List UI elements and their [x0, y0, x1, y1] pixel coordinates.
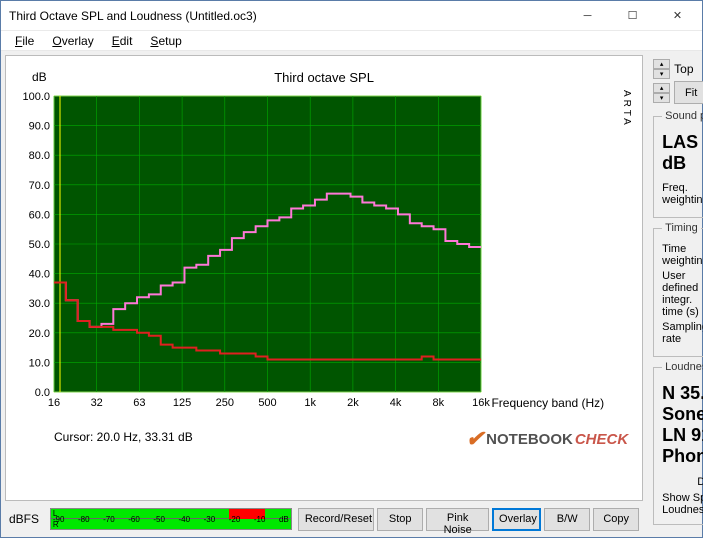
window-title: Third Octave SPL and Loudness (Untitled.… [9, 9, 257, 23]
maximize-button[interactable]: ☐ [610, 1, 655, 30]
menu-setup[interactable]: Setup [142, 32, 189, 50]
svg-text:32: 32 [91, 397, 103, 409]
freq-weight-label: Freq. weighting [662, 182, 703, 206]
svg-text:1k: 1k [304, 397, 316, 409]
fit-button[interactable]: Fit [674, 81, 703, 104]
svg-text:4k: 4k [390, 397, 402, 409]
svg-text:80.0: 80.0 [29, 150, 50, 162]
svg-text:16: 16 [48, 397, 60, 409]
y-axis-label: dB [32, 70, 47, 84]
svg-text:20.0: 20.0 [29, 328, 50, 340]
close-button[interactable]: ✕ [655, 1, 700, 30]
top-spinner[interactable]: ▴▾ [653, 59, 670, 79]
svg-text:70.0: 70.0 [29, 180, 50, 192]
svg-text:100.0: 100.0 [22, 91, 50, 103]
integ-time-label: User defined integr. time (s) [662, 270, 703, 318]
svg-text:50.0: 50.0 [29, 239, 50, 251]
chart-panel: dB Third octave SPL ARTA 0.010.020.030.0… [5, 55, 643, 501]
top-label: Top [674, 62, 693, 76]
timing-group: Timing Time weighting Slow User defined … [653, 222, 703, 357]
menu-edit[interactable]: Edit [104, 32, 141, 50]
bw-button[interactable]: B/W [544, 508, 590, 531]
svg-text:2k: 2k [347, 397, 359, 409]
minimize-button[interactable]: ─ [565, 1, 610, 30]
svg-text:16k: 16k [472, 397, 490, 409]
time-weight-label: Time weighting [662, 243, 703, 267]
pinknoise-button[interactable]: Pink Noise [426, 508, 489, 531]
level-meter: LR -90-80-70-60-50-40-30-20-10dB [50, 508, 292, 530]
spl-group: Sound pressure level LAS 75.20 dB Freq. … [653, 110, 703, 218]
svg-text:63: 63 [133, 397, 145, 409]
svg-text:30.0: 30.0 [29, 298, 50, 310]
menu-file[interactable]: File [7, 32, 42, 50]
svg-text:40.0: 40.0 [29, 269, 50, 281]
svg-text:8k: 8k [432, 397, 444, 409]
copy-button[interactable]: Copy [593, 508, 639, 531]
spl-legend: Sound pressure level [662, 110, 703, 122]
chart-canvas[interactable]: 0.010.020.030.040.050.060.070.080.090.01… [10, 86, 505, 426]
record-button[interactable]: Record/Reset [298, 508, 374, 531]
sampling-rate-label: Sampling rate [662, 321, 703, 345]
phon-value: LN 91.51 Phon [662, 425, 703, 467]
sone-value: N 35.54 Sone [662, 383, 703, 425]
menu-overlay[interactable]: Overlay [44, 32, 101, 50]
svg-text:90.0: 90.0 [29, 121, 50, 133]
menubar: File Overlay Edit Setup [1, 31, 702, 51]
stop-button[interactable]: Stop [377, 508, 423, 531]
timing-legend: Timing [662, 222, 701, 234]
loudness-group: Loudness N 35.54 Sone LN 91.51 Phon Diff… [653, 361, 703, 525]
dbfs-label: dBFS [9, 512, 44, 526]
loudness-legend: Loudness [662, 361, 703, 373]
chart-title: Third octave SPL [274, 70, 374, 85]
svg-text:10.0: 10.0 [29, 357, 50, 369]
spl-value: LAS 75.20 dB [662, 132, 703, 174]
diffuse-label: Diffuse field [697, 476, 703, 488]
svg-text:250: 250 [216, 397, 234, 409]
titlebar: Third Octave SPL and Loudness (Untitled.… [1, 1, 702, 31]
svg-text:125: 125 [173, 397, 191, 409]
fit-spinner[interactable]: ▴▾ [653, 83, 670, 103]
overlay-button[interactable]: Overlay [492, 508, 541, 531]
cursor-readout: Cursor: 20.0 Hz, 33.31 dB [54, 430, 638, 444]
side-panel: ▴▾Top ▴▾Fit ▴▾Range ▴▾Set Sound pressure… [643, 55, 703, 533]
svg-text:500: 500 [258, 397, 276, 409]
svg-text:60.0: 60.0 [29, 209, 50, 221]
specific-label: Show Specific Loudness [662, 492, 703, 516]
x-axis-label: Frequency band (Hz) [491, 396, 604, 410]
